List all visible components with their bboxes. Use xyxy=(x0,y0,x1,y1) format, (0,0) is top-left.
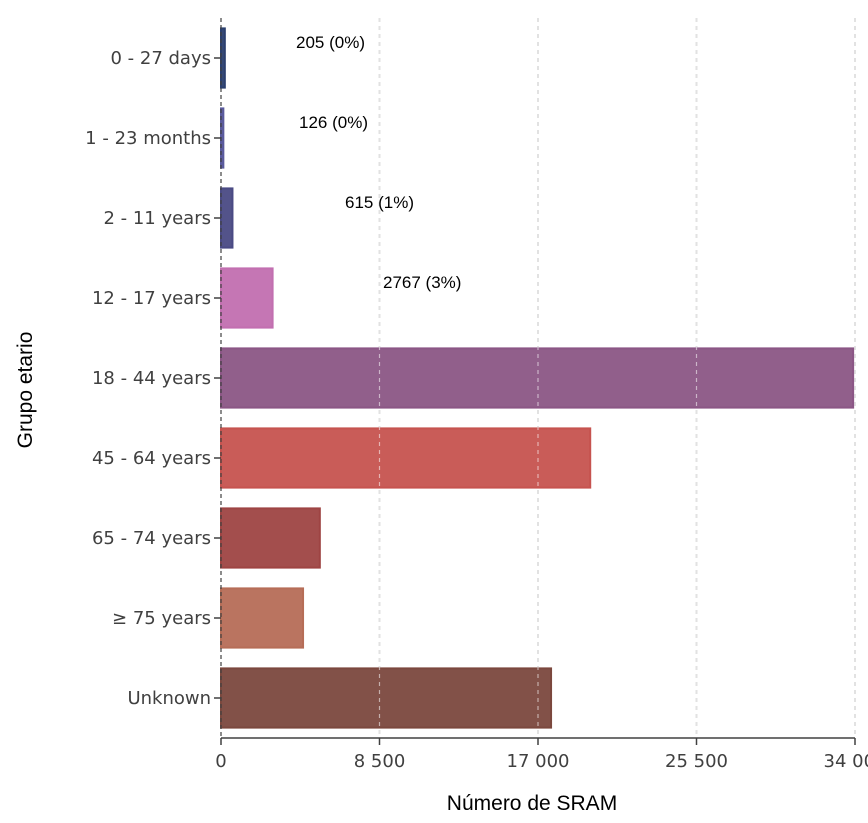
data-labels: 205 (0%) 126 (0%) 615 (1%) 2767 (3%) xyxy=(296,33,461,292)
bar xyxy=(220,587,305,649)
category-label: 45 - 64 years xyxy=(92,448,211,469)
category-label: 0 - 27 days xyxy=(110,48,211,69)
bar xyxy=(220,347,855,409)
axes xyxy=(214,18,856,745)
x-tick-label: 34 000 xyxy=(824,751,868,772)
category-label: ≥ 75 years xyxy=(112,608,211,629)
category-label: 65 - 74 years xyxy=(92,528,211,549)
data-label: 205 (0%) xyxy=(296,33,365,52)
data-label: 2767 (3%) xyxy=(383,273,461,292)
y-axis-title: Grupo etario xyxy=(14,332,37,449)
category-label: 18 - 44 years xyxy=(92,368,211,389)
data-label: 126 (0%) xyxy=(299,113,368,132)
bar xyxy=(220,27,226,89)
bar xyxy=(220,427,592,489)
bar xyxy=(220,507,321,569)
x-axis-title: Número de SRAM xyxy=(447,792,617,815)
x-tick-label: 25 500 xyxy=(665,751,728,772)
category-label: 12 - 17 years xyxy=(92,288,211,309)
bar xyxy=(220,267,274,329)
x-tick-label: 8 500 xyxy=(354,751,406,772)
bars xyxy=(220,18,856,738)
y-category-labels: 0 - 27 days 1 - 23 months 2 - 11 years 12 -… xyxy=(85,48,211,709)
data-label: 615 (1%) xyxy=(345,193,414,212)
category-label: 1 - 23 months xyxy=(85,128,211,149)
x-tick-label: 0 xyxy=(215,751,226,772)
bar xyxy=(220,667,553,729)
category-label: Unknown xyxy=(127,688,211,709)
bar xyxy=(220,187,234,249)
category-label: 2 - 11 years xyxy=(103,208,211,229)
x-tick-labels: 0 8 500 17 000 25 500 34 000 xyxy=(215,751,868,772)
x-tick-label: 17 000 xyxy=(507,751,570,772)
